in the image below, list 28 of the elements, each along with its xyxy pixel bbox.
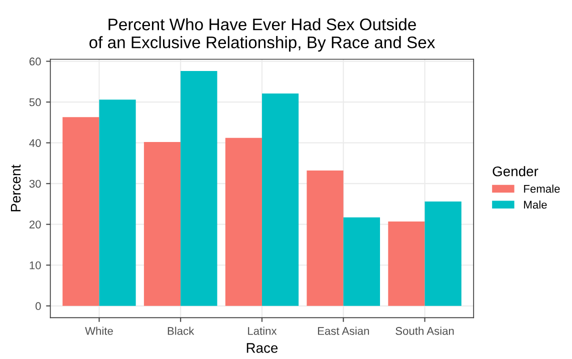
- y-tick-label: 60: [30, 58, 41, 66]
- bar: [144, 142, 181, 306]
- x-axis-title: Race: [246, 343, 278, 353]
- x-tick-label: White: [85, 326, 113, 335]
- legend-title: Gender: [492, 166, 538, 176]
- bar: [262, 93, 299, 306]
- bar: [306, 170, 344, 306]
- y-tick-label: 0: [36, 302, 41, 310]
- bar: [343, 217, 380, 306]
- bar: [62, 117, 100, 306]
- y-axis-title: Percent: [10, 164, 21, 212]
- y-tick-label: 50: [29, 98, 41, 106]
- y-tick-label: 20: [30, 220, 41, 228]
- bar: [225, 138, 262, 306]
- x-tick-label: Latinx: [248, 326, 277, 335]
- bar: [388, 222, 425, 306]
- bar: [180, 71, 218, 306]
- y-tick-label: 30: [29, 180, 41, 188]
- x-tick-label: East Asian: [318, 326, 369, 335]
- y-tick-label: 10: [30, 261, 41, 270]
- legend-label: Male: [524, 200, 547, 209]
- legend-label: Female: [524, 184, 560, 193]
- y-tick-label: 40: [29, 139, 41, 147]
- chart-title: Percent Who Have Ever Had Sex Outside of an Exclusive Relationship, By Race and Sex: [89, 18, 436, 52]
- x-tick-label: Black: [168, 326, 194, 335]
- bar: [424, 202, 462, 306]
- x-tick-label: South Asian: [396, 326, 454, 335]
- bar: [99, 100, 136, 306]
